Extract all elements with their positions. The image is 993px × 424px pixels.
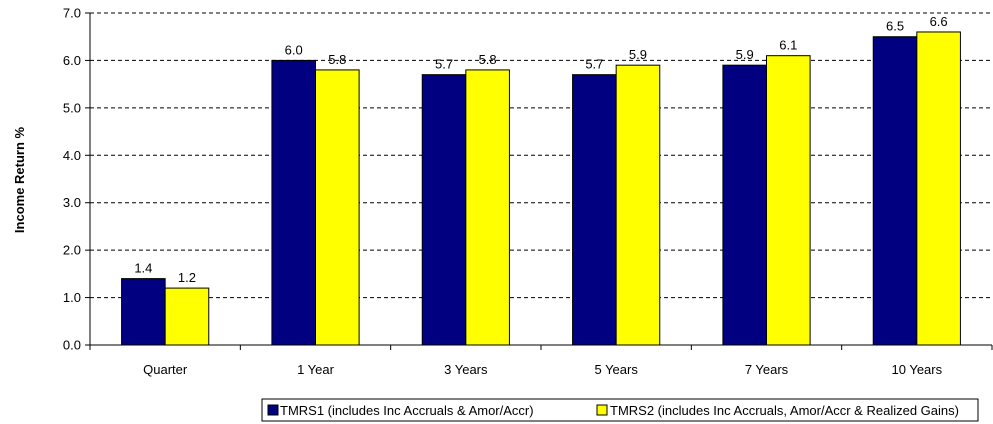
bar-series-1	[872, 36, 918, 346]
bar-series-1	[722, 64, 767, 346]
x-tick-label: 3 Years	[444, 362, 488, 377]
y-tick-label: 1.0	[63, 290, 81, 305]
y-tick-label: 0.0	[63, 338, 81, 353]
data-label-series-1: 5.7	[585, 57, 603, 72]
bar-series-1	[572, 74, 617, 346]
data-label-series-2: 1.2	[178, 270, 196, 285]
x-tick-label: Quarter	[143, 362, 188, 377]
x-tick-label: 7 Years	[745, 362, 789, 377]
bars	[121, 31, 961, 346]
legend-swatch-series-2	[596, 404, 608, 416]
bar-series-2	[766, 55, 811, 346]
y-tick-label: 5.0	[63, 100, 81, 115]
bar-series-2	[916, 31, 961, 346]
data-label-series-2: 5.8	[328, 52, 346, 67]
legend: TMRS1 (includes Inc Accruals & Amor/Accr…	[261, 398, 979, 422]
x-tick-label: 10 Years	[892, 362, 943, 377]
data-label-series-1: 5.7	[435, 57, 453, 72]
bar-series-1	[121, 278, 166, 346]
data-label-series-2: 6.1	[779, 38, 797, 53]
data-label-series-2: 6.6	[930, 14, 948, 29]
legend-box	[261, 398, 979, 422]
y-tick-label: 2.0	[63, 243, 81, 258]
y-tick-label: 7.0	[63, 6, 81, 21]
gridlines	[90, 12, 992, 299]
y-axis-title: Income Return %	[12, 126, 27, 233]
y-axis: 0.0 1.0 2.0 3.0 4.0 5.0 6.0 7.0	[63, 6, 91, 353]
data-label-series-2: 5.8	[479, 52, 497, 67]
legend-swatch-series-1	[267, 404, 279, 416]
bar-series-2	[164, 287, 210, 346]
data-label-series-1: 6.5	[886, 19, 904, 34]
x-tick-label: 5 Years	[594, 362, 638, 377]
data-label-series-1: 1.4	[134, 261, 152, 276]
bar-series-1	[421, 74, 467, 346]
bar-series-2	[465, 69, 510, 346]
y-tick-label: 3.0	[63, 195, 81, 210]
y-tick-label: 6.0	[63, 53, 81, 68]
x-tick-label: 1 Year	[297, 362, 335, 377]
data-labels: 1.4 6.0 5.7 5.7 5.9 6.5 1.2 5.8 5.8 5.9 6.1 6.6	[134, 14, 947, 285]
data-label-series-1: 6.0	[285, 42, 303, 57]
legend-label-series-1: TMRS1 (includes Inc Accruals & Amor/Accr…	[280, 403, 534, 418]
data-label-series-1: 5.9	[736, 47, 754, 62]
data-label-series-2: 5.9	[629, 47, 647, 62]
bar-series-2	[615, 64, 661, 346]
y-tick-label: 4.0	[63, 148, 81, 163]
x-axis: Quarter 1 Year 3 Years 5 Years 7 Years 10 Yea…	[89, 344, 993, 377]
bar-series-2	[315, 69, 360, 346]
bar-series-1	[271, 59, 316, 346]
legend-label-series-2: TMRS2 (includes Inc Accruals, Amor/Accr …	[610, 403, 959, 418]
